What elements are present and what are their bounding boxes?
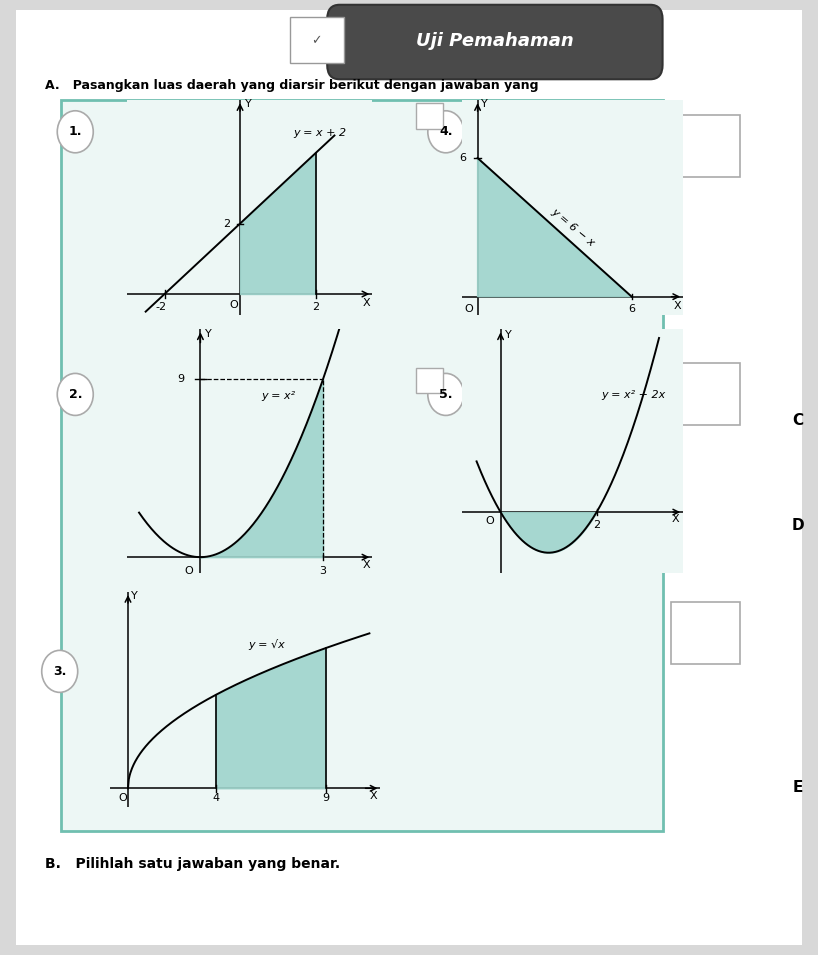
Text: X: X (362, 298, 371, 308)
Text: Y: Y (482, 99, 488, 109)
Text: y = x² − 2x: y = x² − 2x (601, 391, 666, 400)
Text: D: D (791, 518, 804, 533)
Text: 4: 4 (212, 794, 219, 803)
FancyBboxPatch shape (416, 368, 443, 393)
Text: 1.: 1. (69, 125, 82, 138)
Text: 2: 2 (223, 219, 231, 228)
Text: X: X (674, 302, 681, 311)
Text: 9: 9 (322, 794, 329, 803)
Text: 3: 3 (320, 566, 326, 576)
FancyBboxPatch shape (671, 115, 740, 177)
Text: 5.: 5. (439, 388, 452, 401)
FancyBboxPatch shape (335, 626, 362, 651)
Text: 2: 2 (312, 302, 319, 312)
Text: E: E (793, 780, 802, 796)
Text: X: X (362, 560, 370, 570)
Text: O: O (229, 300, 238, 310)
Circle shape (57, 111, 93, 153)
Text: B.   Pilihlah satu jawaban yang benar.: B. Pilihlah satu jawaban yang benar. (45, 858, 340, 871)
Text: Y: Y (205, 329, 212, 339)
Text: O: O (185, 566, 193, 576)
Text: Uji Pemahaman: Uji Pemahaman (416, 32, 573, 50)
Text: Y: Y (245, 99, 251, 109)
Text: Y: Y (506, 329, 512, 340)
Polygon shape (478, 158, 631, 297)
Text: y = √x: y = √x (249, 639, 285, 650)
Text: ✓: ✓ (312, 34, 321, 48)
Text: X: X (370, 791, 378, 800)
FancyBboxPatch shape (16, 10, 802, 945)
FancyBboxPatch shape (671, 363, 740, 425)
Text: 2: 2 (593, 520, 600, 529)
Text: O: O (465, 304, 473, 313)
FancyBboxPatch shape (327, 5, 663, 79)
Circle shape (57, 373, 93, 415)
Text: -2: -2 (155, 302, 166, 312)
Text: O: O (486, 517, 494, 526)
Text: 4.: 4. (439, 125, 452, 138)
Text: C: C (792, 413, 803, 428)
Text: 6: 6 (628, 304, 635, 313)
Text: A.   Pasangkan luas daerah yang diarsir berikut dengan jawaban yang: A. Pasangkan luas daerah yang diarsir be… (45, 79, 538, 93)
Text: 6: 6 (459, 153, 466, 163)
FancyBboxPatch shape (61, 100, 663, 831)
Circle shape (428, 373, 464, 415)
FancyBboxPatch shape (671, 602, 740, 664)
Text: 9: 9 (178, 374, 185, 384)
Text: O: O (119, 794, 128, 803)
Text: X: X (672, 514, 680, 524)
Circle shape (428, 111, 464, 153)
Text: 3.: 3. (53, 665, 66, 678)
FancyBboxPatch shape (416, 103, 443, 129)
Text: 2.: 2. (69, 388, 82, 401)
Text: Y: Y (131, 591, 137, 601)
Text: y = x + 2: y = x + 2 (293, 128, 346, 138)
Circle shape (42, 650, 78, 692)
FancyBboxPatch shape (290, 17, 344, 63)
Text: y = 6 − x: y = 6 − x (550, 206, 596, 248)
Text: y = x²: y = x² (262, 391, 296, 401)
